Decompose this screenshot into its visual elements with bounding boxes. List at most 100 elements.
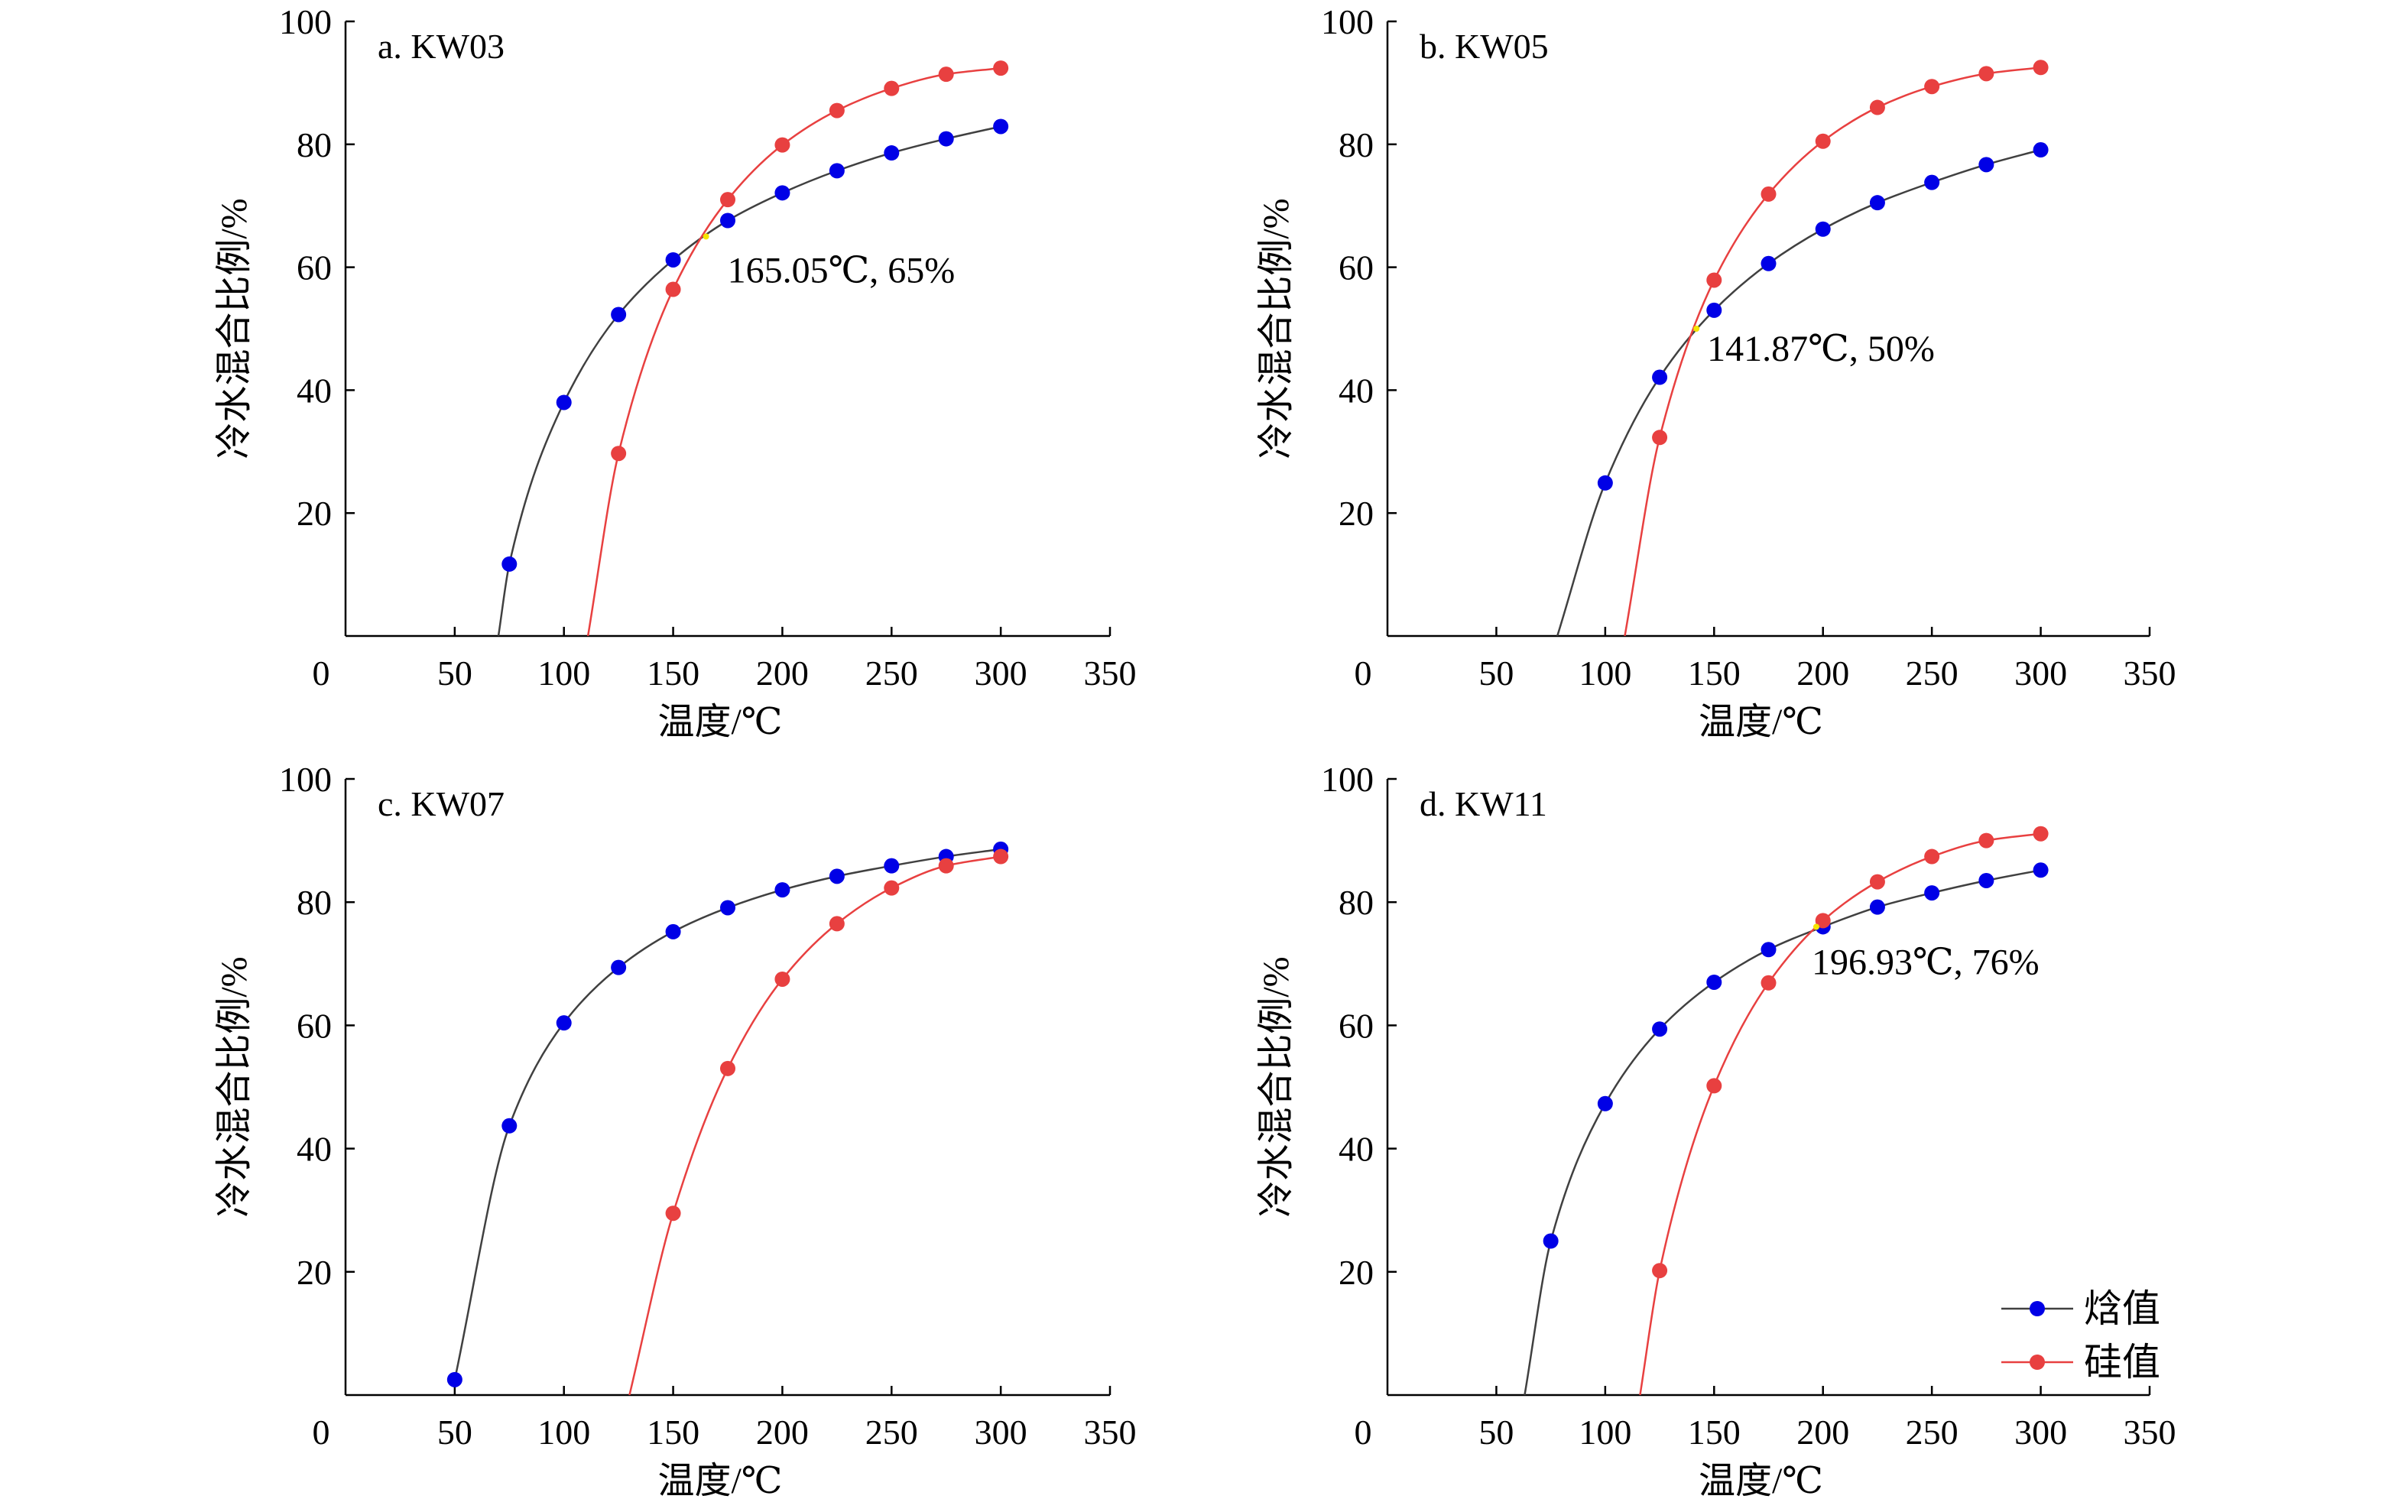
- x-tick-label: 0: [1355, 654, 1372, 693]
- x-tick-label: 350: [2124, 1413, 2176, 1452]
- data-point-enthalpy: [993, 118, 1009, 135]
- data-point-silica: [1869, 99, 1885, 115]
- data-point-silica: [1978, 66, 1994, 82]
- data-point-silica: [1978, 832, 1994, 848]
- data-point-enthalpy: [665, 923, 681, 939]
- x-tick-label: 150: [647, 1413, 699, 1452]
- panel-label: d. KW11: [1420, 784, 1547, 823]
- x-tick-label: 200: [756, 1413, 809, 1452]
- y-tick-label: 100: [1321, 2, 1374, 41]
- data-point-silica: [1652, 430, 1668, 446]
- y-tick-label: 100: [279, 760, 332, 799]
- x-tick-label: 250: [1906, 654, 1959, 693]
- y-tick-label: 60: [297, 1006, 332, 1045]
- chart-panel-4: 0 50 100 150 200 250 300 350 20 40 60 80 100 温度/℃ 冷水混合…: [1256, 760, 2176, 1501]
- x-tick-label: 100: [1579, 654, 1631, 693]
- x-tick-label: 200: [1796, 1413, 1849, 1452]
- data-point-silica: [1924, 848, 1940, 865]
- chart-panel-3: 0 50 100 150 200 250 300 350 20 40 60 80 100 温度/℃ 冷水混合…: [214, 760, 1137, 1501]
- x-tick-label: 50: [437, 654, 472, 693]
- data-point-silica: [774, 971, 790, 987]
- data-point-enthalpy: [884, 858, 900, 874]
- data-point-enthalpy: [665, 251, 681, 268]
- data-point-enthalpy: [446, 1371, 462, 1387]
- y-tick-label: 80: [1339, 883, 1374, 922]
- data-point-enthalpy: [1543, 1233, 1559, 1249]
- x-tick-label: 50: [1478, 654, 1514, 693]
- data-point-silica: [884, 880, 900, 896]
- data-point-enthalpy: [720, 213, 735, 229]
- data-point-enthalpy: [556, 394, 572, 410]
- legend-item: 硅值: [2001, 1341, 2160, 1384]
- legend-item: 焓值: [2001, 1287, 2160, 1330]
- series-line-silica: [1639, 832, 2041, 1395]
- x-tick-label: 250: [865, 654, 918, 693]
- legend-marker: [2030, 1355, 2045, 1370]
- y-tick-label: 20: [297, 1253, 332, 1292]
- data-point-enthalpy: [1706, 302, 1722, 318]
- y-tick-label: 40: [297, 1130, 332, 1169]
- panel-label: b. KW05: [1420, 27, 1549, 66]
- y-tick-label: 60: [1339, 248, 1374, 287]
- intersection-point: [1812, 923, 1819, 930]
- intersection-point: [1693, 326, 1700, 332]
- x-tick-label: 300: [975, 654, 1027, 693]
- x-axis-title: 温度/℃: [657, 702, 782, 742]
- data-point-enthalpy: [1761, 255, 1777, 271]
- chart-panel-1: 0 50 100 150 200 250 300 350 20 40 60 80 100 温度/℃ 冷水混合…: [214, 2, 1137, 742]
- data-point-enthalpy: [1978, 157, 1994, 173]
- data-point-silica: [1924, 79, 1940, 95]
- x-tick-label: 350: [2124, 654, 2176, 693]
- x-tick-label: 100: [537, 1413, 590, 1452]
- data-point-enthalpy: [2033, 142, 2049, 158]
- x-tick-label: 200: [1796, 654, 1849, 693]
- intersection-label: 141.87℃, 50%: [1707, 329, 1935, 369]
- data-point-silica: [720, 1060, 735, 1076]
- y-axis-title: 冷水混合比例/%: [1256, 956, 1296, 1217]
- data-point-silica: [774, 137, 790, 153]
- data-point-enthalpy: [611, 307, 627, 323]
- y-tick-label: 20: [297, 494, 332, 533]
- x-tick-label: 50: [437, 1413, 472, 1452]
- data-point-enthalpy: [1815, 221, 1831, 237]
- data-point-enthalpy: [1652, 369, 1668, 385]
- intersection-point: [703, 233, 709, 240]
- data-point-silica: [829, 916, 845, 932]
- data-point-silica: [1815, 133, 1831, 149]
- data-point-silica: [720, 192, 735, 208]
- x-tick-label: 50: [1478, 1413, 1514, 1452]
- data-point-enthalpy: [774, 882, 790, 898]
- data-point-enthalpy: [1761, 942, 1777, 958]
- data-point-enthalpy: [1924, 174, 1940, 190]
- x-tick-label: 300: [2014, 1413, 2067, 1452]
- data-point-silica: [665, 1205, 681, 1222]
- data-point-enthalpy: [720, 900, 735, 916]
- x-tick-label: 300: [2014, 654, 2067, 693]
- x-axis-title: 温度/℃: [657, 1461, 782, 1501]
- x-tick-label: 200: [756, 654, 809, 693]
- intersection-label: 165.05℃, 65%: [728, 250, 956, 290]
- y-tick-label: 100: [1321, 760, 1374, 799]
- data-point-enthalpy: [501, 1118, 518, 1134]
- data-point-enthalpy: [1978, 872, 1994, 888]
- data-point-silica: [2033, 60, 2049, 76]
- y-tick-label: 80: [297, 125, 332, 164]
- y-axis-title: 冷水混合比例/%: [1256, 198, 1296, 459]
- legend-marker: [2030, 1301, 2045, 1316]
- data-point-enthalpy: [829, 868, 845, 884]
- panel-label: a. KW03: [378, 27, 505, 66]
- y-tick-label: 100: [279, 2, 332, 41]
- intersection-label: 196.93℃, 76%: [1812, 942, 2040, 982]
- x-tick-label: 250: [1906, 1413, 1959, 1452]
- data-point-enthalpy: [829, 163, 845, 179]
- data-point-enthalpy: [501, 556, 518, 572]
- data-point-silica: [884, 80, 900, 96]
- x-tick-label: 350: [1084, 1413, 1137, 1452]
- data-point-silica: [1706, 1078, 1722, 1094]
- data-point-enthalpy: [1706, 974, 1722, 990]
- y-tick-label: 60: [297, 248, 332, 287]
- data-point-enthalpy: [611, 959, 627, 975]
